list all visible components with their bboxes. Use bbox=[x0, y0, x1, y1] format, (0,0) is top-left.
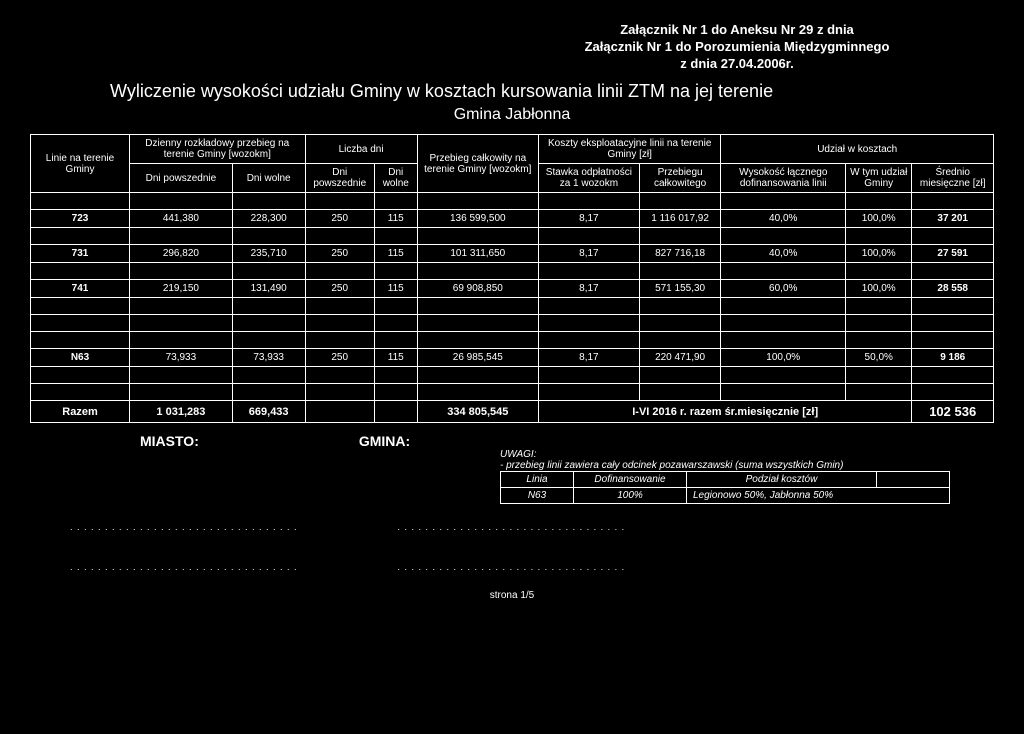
header-udzial: Udział w kosztach bbox=[721, 135, 994, 164]
attachment-line3: z dnia 27.04.2006r. bbox=[480, 56, 994, 71]
cell: 101 311,650 bbox=[417, 245, 538, 263]
cell: 40,0% bbox=[721, 210, 846, 228]
cell: 250 bbox=[305, 245, 374, 263]
attachment-line2: Załącznik Nr 1 do Porozumienia Międzygmi… bbox=[480, 39, 994, 54]
header-koszty: Koszty eksploatacyjne linii na terenie G… bbox=[538, 135, 720, 164]
summary-dp: 1 031,283 bbox=[130, 401, 233, 423]
cell: 441,380 bbox=[130, 210, 233, 228]
cell: 69 908,850 bbox=[417, 280, 538, 298]
cell: 235,710 bbox=[232, 245, 305, 263]
cell: 131,490 bbox=[232, 280, 305, 298]
header-dni-wolne: Dni wolne bbox=[232, 164, 305, 193]
cell: 60,0% bbox=[721, 280, 846, 298]
header-dni-pow2: Dni powszednie bbox=[305, 164, 374, 193]
cell: 115 bbox=[374, 280, 417, 298]
cell: 37 201 bbox=[912, 210, 994, 228]
cell: 28 558 bbox=[912, 280, 994, 298]
uwagi-block: UWAGI: - przebieg linii zawiera cały odc… bbox=[500, 449, 994, 504]
header-przebieg: Przebieg całkowity na terenie Gminy [woz… bbox=[417, 135, 538, 193]
summary-razem: Razem bbox=[31, 401, 130, 423]
summary-label: I-VI 2016 r. razem śr.miesięcznie [zł] bbox=[538, 401, 911, 423]
header-dni-pow: Dni powszednie bbox=[130, 164, 233, 193]
uwagi-h1: Linia bbox=[501, 472, 574, 488]
summary-total: 102 536 bbox=[912, 401, 994, 423]
cell: 115 bbox=[374, 349, 417, 367]
summary-pc: 334 805,545 bbox=[417, 401, 538, 423]
uwagi-r1c1: N63 bbox=[501, 488, 574, 504]
uwagi-table: Linia Dofinansowanie Podział kosztów N63… bbox=[500, 471, 950, 504]
header-dni-wolne2: Dni wolne bbox=[374, 164, 417, 193]
attachment-line1: Załącznik Nr 1 do Aneksu Nr 29 z dnia bbox=[480, 22, 994, 37]
cell: 73,933 bbox=[130, 349, 233, 367]
cell: 228,300 bbox=[232, 210, 305, 228]
cell: 219,150 bbox=[130, 280, 233, 298]
cell: 26 985,545 bbox=[417, 349, 538, 367]
signature-dots-2: . . . . . . . . . . . . . . . . . . . . … bbox=[70, 562, 994, 572]
uwagi-h2: Dofinansowanie bbox=[574, 472, 687, 488]
header-srednio: Średnio miesięczne [zł] bbox=[912, 164, 994, 193]
cell: 136 599,500 bbox=[417, 210, 538, 228]
cell: 296,820 bbox=[130, 245, 233, 263]
header-liczba: Liczba dni bbox=[305, 135, 417, 164]
cell: 100,0% bbox=[846, 245, 912, 263]
cell: 9 186 bbox=[912, 349, 994, 367]
table-row: 741 219,150 131,490 250 115 69 908,850 8… bbox=[31, 280, 994, 298]
cell: 73,933 bbox=[232, 349, 305, 367]
cell: 827 716,18 bbox=[639, 245, 721, 263]
cell-linia: N63 bbox=[31, 349, 130, 367]
cell: 100,0% bbox=[846, 280, 912, 298]
cell: 27 591 bbox=[912, 245, 994, 263]
cell-linia: 731 bbox=[31, 245, 130, 263]
signature-dots: . . . . . . . . . . . . . . . . . . . . … bbox=[70, 522, 994, 532]
header-dzienny: Dzienny rozkładowy przebieg na terenie G… bbox=[130, 135, 306, 164]
sub-title: Gmina Jabłonna bbox=[30, 106, 994, 124]
table-row: N63 73,933 73,933 250 115 26 985,545 8,1… bbox=[31, 349, 994, 367]
cell: 50,0% bbox=[846, 349, 912, 367]
header-stawka: Stawka odpłatności za 1 wozokm bbox=[538, 164, 639, 193]
cell-linia: 741 bbox=[31, 280, 130, 298]
header-wysokosc: Wysokość łącznego dofinansowania linii bbox=[721, 164, 846, 193]
cell: 8,17 bbox=[538, 280, 639, 298]
main-title: Wyliczenie wysokości udziału Gminy w kos… bbox=[110, 81, 994, 102]
cell: 100,0% bbox=[721, 349, 846, 367]
header-linie: Linie na terenie Gminy bbox=[31, 135, 130, 193]
signature-miasto: MIASTO: bbox=[140, 433, 199, 449]
cell: 8,17 bbox=[538, 210, 639, 228]
signature-row: MIASTO: GMINA: bbox=[30, 433, 994, 449]
uwagi-r1c3: Legionowo 50%, Jabłonna 50% bbox=[687, 488, 950, 504]
cell: 115 bbox=[374, 210, 417, 228]
table-row: 731 296,820 235,710 250 115 101 311,650 … bbox=[31, 245, 994, 263]
summary-row: Razem 1 031,283 669,433 334 805,545 I-VI… bbox=[31, 401, 994, 423]
cell: 115 bbox=[374, 245, 417, 263]
cell: 571 155,30 bbox=[639, 280, 721, 298]
cell: 100,0% bbox=[846, 210, 912, 228]
uwagi-note: - przebieg linii zawiera cały odcinek po… bbox=[500, 460, 994, 471]
cell: 220 471,90 bbox=[639, 349, 721, 367]
cell: 8,17 bbox=[538, 245, 639, 263]
main-table: Linie na terenie Gminy Dzienny rozkładow… bbox=[30, 134, 994, 423]
page-number: strona 1/5 bbox=[30, 590, 994, 601]
signature-gmina: GMINA: bbox=[359, 433, 410, 449]
header-przebiegu: Przebiegu całkowitego bbox=[639, 164, 721, 193]
cell: 40,0% bbox=[721, 245, 846, 263]
cell: 250 bbox=[305, 210, 374, 228]
attachment-block: Załącznik Nr 1 do Aneksu Nr 29 z dnia Za… bbox=[480, 22, 994, 71]
header-wtym: W tym udział Gminy bbox=[846, 164, 912, 193]
uwagi-r1c2: 100% bbox=[574, 488, 687, 504]
cell: 1 116 017,92 bbox=[639, 210, 721, 228]
cell: 250 bbox=[305, 349, 374, 367]
summary-dw: 669,433 bbox=[232, 401, 305, 423]
uwagi-h3: Podział kosztów bbox=[687, 472, 877, 488]
cell: 250 bbox=[305, 280, 374, 298]
uwagi-title: UWAGI: bbox=[500, 449, 994, 460]
table-row: 723 441,380 228,300 250 115 136 599,500 … bbox=[31, 210, 994, 228]
cell: 8,17 bbox=[538, 349, 639, 367]
cell-linia: 723 bbox=[31, 210, 130, 228]
